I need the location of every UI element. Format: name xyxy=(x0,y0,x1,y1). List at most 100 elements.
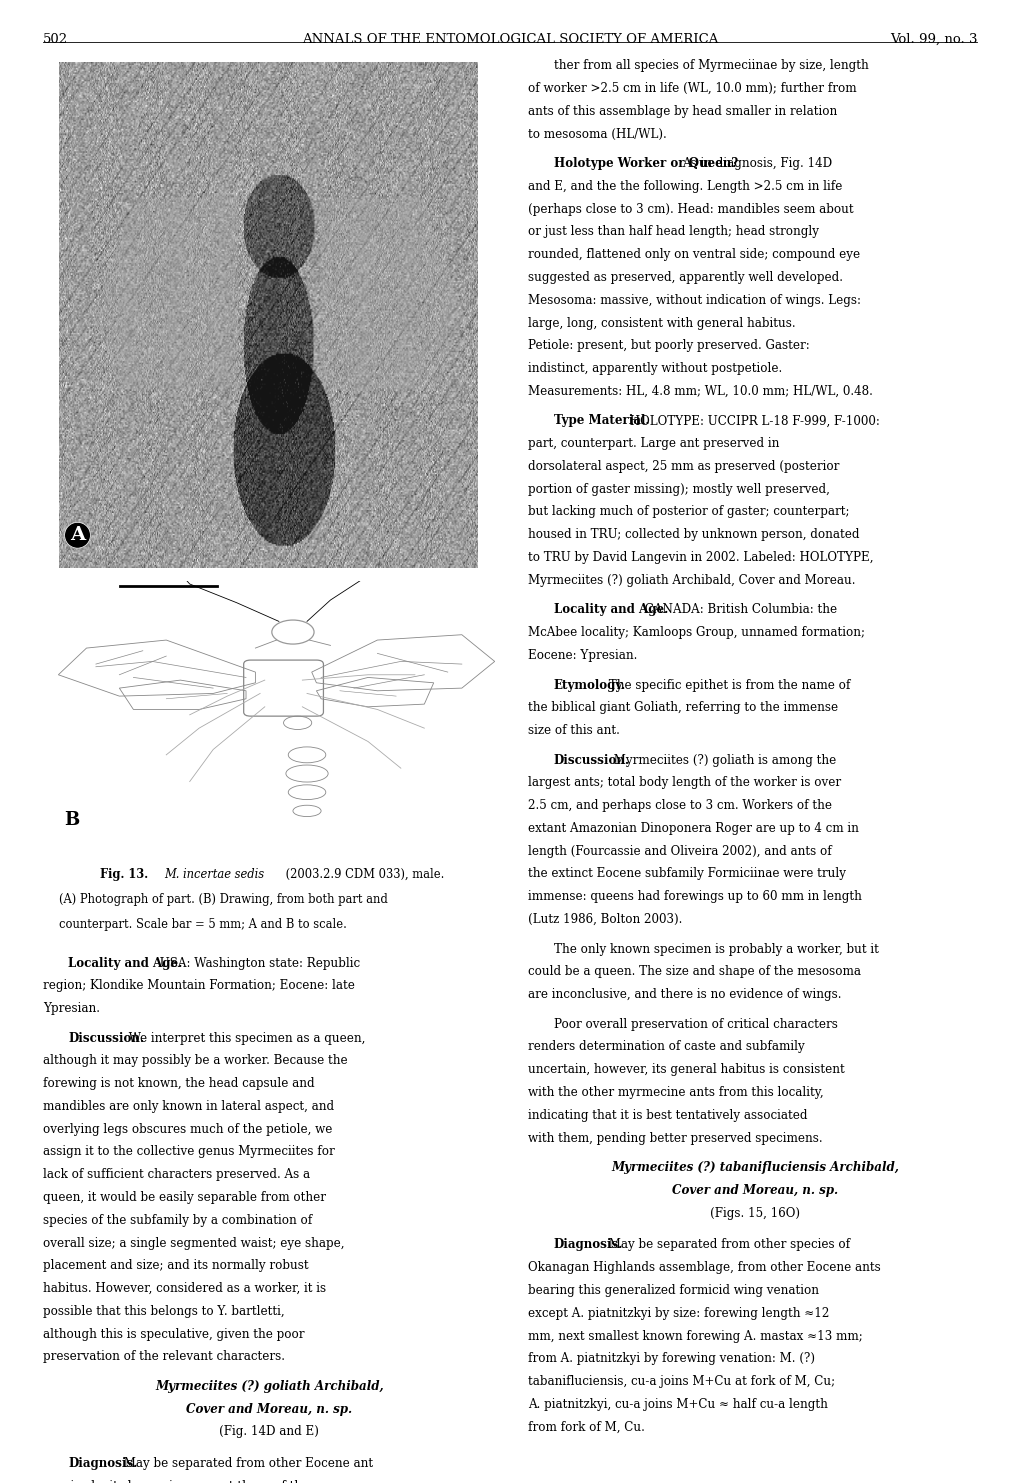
Text: ants of this assemblage by head smaller in relation: ants of this assemblage by head smaller … xyxy=(528,105,837,117)
Text: Cover and Moreau, n. sp.: Cover and Moreau, n. sp. xyxy=(186,1403,352,1416)
Text: Etymology.: Etymology. xyxy=(553,679,626,691)
Text: portion of gaster missing); mostly well preserved,: portion of gaster missing); mostly well … xyxy=(528,483,829,495)
Text: are inconclusive, and there is no evidence of wings.: are inconclusive, and there is no eviden… xyxy=(528,988,841,1001)
Text: Myrmeciites (?) goliath is among the: Myrmeciites (?) goliath is among the xyxy=(609,753,836,767)
Text: Locality and Age.: Locality and Age. xyxy=(553,604,667,617)
Text: forewing is not known, the head capsule and: forewing is not known, the head capsule … xyxy=(43,1077,314,1090)
Text: Discussion.: Discussion. xyxy=(68,1032,145,1044)
Text: with them, pending better preserved specimens.: with them, pending better preserved spec… xyxy=(528,1132,822,1145)
Text: Okanagan Highlands assemblage, from other Eocene ants: Okanagan Highlands assemblage, from othe… xyxy=(528,1261,880,1274)
Text: could be a queen. The size and shape of the mesosoma: could be a queen. The size and shape of … xyxy=(528,965,860,979)
Text: Petiole: present, but poorly preserved. Gaster:: Petiole: present, but poorly preserved. … xyxy=(528,340,809,353)
Text: ANNALS OF THE ENTOMOLOGICAL SOCIETY OF AMERICA: ANNALS OF THE ENTOMOLOGICAL SOCIETY OF A… xyxy=(302,33,717,46)
Text: although it may possibly be a worker. Because the: although it may possibly be a worker. Be… xyxy=(43,1054,347,1068)
Text: HOLOTYPE: UCCIPR L-18 F-999, F-1000:: HOLOTYPE: UCCIPR L-18 F-999, F-1000: xyxy=(625,414,878,427)
Text: except A. piatnitzkyi by size: forewing length ≈12: except A. piatnitzkyi by size: forewing … xyxy=(528,1307,828,1320)
Text: with the other myrmecine ants from this locality,: with the other myrmecine ants from this … xyxy=(528,1086,823,1099)
Text: or just less than half head length; head strongly: or just less than half head length; head… xyxy=(528,225,818,239)
Text: placement and size; and its normally robust: placement and size; and its normally rob… xyxy=(43,1259,308,1272)
Text: Eocene: Ypresian.: Eocene: Ypresian. xyxy=(528,650,637,661)
Text: lack of sufficient characters preserved. As a: lack of sufficient characters preserved.… xyxy=(43,1169,310,1182)
Text: extant Amazonian Dinoponera Roger are up to 4 cm in: extant Amazonian Dinoponera Roger are up… xyxy=(528,822,858,835)
Text: indicating that it is best tentatively associated: indicating that it is best tentatively a… xyxy=(528,1109,807,1121)
Text: length (Fourcassie and Oliveira 2002), and ants of: length (Fourcassie and Oliveira 2002), a… xyxy=(528,845,832,857)
Text: Mesosoma: massive, without indication of wings. Legs:: Mesosoma: massive, without indication of… xyxy=(528,294,860,307)
Text: renders determination of caste and subfamily: renders determination of caste and subfa… xyxy=(528,1041,804,1053)
Text: Diagnosis.: Diagnosis. xyxy=(68,1458,138,1470)
Text: Myrmeciites (?) goliath Archibald, Cover and Moreau.: Myrmeciites (?) goliath Archibald, Cover… xyxy=(528,574,855,587)
Text: May be separated from other Eocene ant: May be separated from other Eocene ant xyxy=(119,1458,372,1470)
Text: overall size; a single segmented waist; eye shape,: overall size; a single segmented waist; … xyxy=(43,1237,344,1250)
Text: Measurements: HL, 4.8 mm; WL, 10.0 mm; HL/WL, 0.48.: Measurements: HL, 4.8 mm; WL, 10.0 mm; H… xyxy=(528,386,872,397)
Text: B: B xyxy=(64,811,79,829)
Text: assign it to the collective genus Myrmeciites for: assign it to the collective genus Myrmec… xyxy=(43,1145,334,1158)
Text: the biblical giant Goliath, referring to the immense: the biblical giant Goliath, referring to… xyxy=(528,701,838,715)
Text: indistinct, apparently without postpetiole.: indistinct, apparently without postpetio… xyxy=(528,362,782,375)
Text: Myrmeciites (?) tabanifluciensis Archibald,: Myrmeciites (?) tabanifluciensis Archiba… xyxy=(610,1161,898,1175)
Text: immense: queens had forewings up to 60 mm in length: immense: queens had forewings up to 60 m… xyxy=(528,890,861,903)
Text: (Figs. 15, 16O): (Figs. 15, 16O) xyxy=(709,1207,799,1219)
Text: queen, it would be easily separable from other: queen, it would be easily separable from… xyxy=(43,1191,325,1204)
Text: dorsolateral aspect, 25 mm as preserved (posterior: dorsolateral aspect, 25 mm as preserved … xyxy=(528,460,839,473)
Text: Vol. 99, no. 3: Vol. 99, no. 3 xyxy=(889,33,976,46)
Text: although this is speculative, given the poor: although this is speculative, given the … xyxy=(43,1327,304,1341)
Text: but lacking much of posterior of gaster; counterpart;: but lacking much of posterior of gaster;… xyxy=(528,506,849,519)
Text: possible that this belongs to Y. bartletti,: possible that this belongs to Y. bartlet… xyxy=(43,1305,284,1318)
Text: tabanifluciensis, cu-a joins M+Cu at fork of M, Cu;: tabanifluciensis, cu-a joins M+Cu at for… xyxy=(528,1375,835,1388)
Text: Type Material.: Type Material. xyxy=(553,414,649,427)
Text: Ypresian.: Ypresian. xyxy=(43,1003,100,1014)
Text: bearing this generalized formicid wing venation: bearing this generalized formicid wing v… xyxy=(528,1284,818,1298)
Text: Diagnosis.: Diagnosis. xyxy=(553,1238,623,1252)
Text: (perhaps close to 3 cm). Head: mandibles seem about: (perhaps close to 3 cm). Head: mandibles… xyxy=(528,203,853,215)
Text: The only known specimen is probably a worker, but it: The only known specimen is probably a wo… xyxy=(553,943,878,955)
Text: CANADA: British Columbia: the: CANADA: British Columbia: the xyxy=(641,604,837,617)
Text: largest ants; total body length of the worker is over: largest ants; total body length of the w… xyxy=(528,777,841,789)
Text: of worker >2.5 cm in life (WL, 10.0 mm); further from: of worker >2.5 cm in life (WL, 10.0 mm);… xyxy=(528,82,856,95)
Text: the extinct Eocene subfamily Formiciinae were truly: the extinct Eocene subfamily Formiciinae… xyxy=(528,868,846,881)
Text: species of the subfamily by a combination of: species of the subfamily by a combinatio… xyxy=(43,1213,312,1226)
Text: A. piatnitzkyi, cu-a joins M+Cu ≈ half cu-a length: A. piatnitzkyi, cu-a joins M+Cu ≈ half c… xyxy=(528,1398,827,1410)
Text: May be separated from other species of: May be separated from other species of xyxy=(604,1238,850,1252)
Text: 2.5 cm, and perhaps close to 3 cm. Workers of the: 2.5 cm, and perhaps close to 3 cm. Worke… xyxy=(528,799,832,813)
Text: Holotype Worker or Queen?: Holotype Worker or Queen? xyxy=(553,157,738,171)
Text: (A) Photograph of part. (B) Drawing, from both part and: (A) Photograph of part. (B) Drawing, fro… xyxy=(59,893,387,906)
Text: (Lutz 1986, Bolton 2003).: (Lutz 1986, Bolton 2003). xyxy=(528,914,682,925)
Text: housed in TRU; collected by unknown person, donated: housed in TRU; collected by unknown pers… xyxy=(528,528,859,541)
Text: As in diagnosis, Fig. 14D: As in diagnosis, Fig. 14D xyxy=(682,157,832,171)
Text: region; Klondike Mountain Formation; Eocene: late: region; Klondike Mountain Formation; Eoc… xyxy=(43,979,355,992)
Text: mandibles are only known in lateral aspect, and: mandibles are only known in lateral aspe… xyxy=(43,1100,333,1112)
Text: overlying legs obscures much of the petiole, we: overlying legs obscures much of the peti… xyxy=(43,1123,332,1136)
Text: Fig. 13.: Fig. 13. xyxy=(100,868,148,881)
Text: mm, next smallest known forewing A. mastax ≈13 mm;: mm, next smallest known forewing A. mast… xyxy=(528,1330,862,1342)
Text: The specific epithet is from the name of: The specific epithet is from the name of xyxy=(604,679,850,691)
Text: USA: Washington state: Republic: USA: Washington state: Republic xyxy=(156,957,360,970)
Text: uncertain, however, its general habitus is consistent: uncertain, however, its general habitus … xyxy=(528,1063,845,1077)
Text: large, long, consistent with general habitus.: large, long, consistent with general hab… xyxy=(528,316,795,329)
Text: ther from all species of Myrmeciinae by size, length: ther from all species of Myrmeciinae by … xyxy=(553,59,868,73)
Text: from fork of M, Cu.: from fork of M, Cu. xyxy=(528,1421,645,1434)
Text: preservation of the relevant characters.: preservation of the relevant characters. xyxy=(43,1351,284,1363)
Text: Locality and Age.: Locality and Age. xyxy=(68,957,182,970)
Text: size of this ant.: size of this ant. xyxy=(528,724,620,737)
Text: to TRU by David Langevin in 2002. Labeled: HOLOTYPE,: to TRU by David Langevin in 2002. Labele… xyxy=(528,552,873,564)
Text: and E, and the the following. Length >2.5 cm in life: and E, and the the following. Length >2.… xyxy=(528,179,842,193)
Text: counterpart. Scale bar = 5 mm; A and B to scale.: counterpart. Scale bar = 5 mm; A and B t… xyxy=(59,918,346,931)
Text: to mesosoma (HL/WL).: to mesosoma (HL/WL). xyxy=(528,128,666,141)
Text: Discussion.: Discussion. xyxy=(553,753,630,767)
Text: rounded, flattened only on ventral side; compound eye: rounded, flattened only on ventral side;… xyxy=(528,248,860,261)
Text: part, counterpart. Large ant preserved in: part, counterpart. Large ant preserved i… xyxy=(528,437,779,451)
Text: McAbee locality; Kamloops Group, unnamed formation;: McAbee locality; Kamloops Group, unnamed… xyxy=(528,626,864,639)
Text: suggested as preserved, apparently well developed.: suggested as preserved, apparently well … xyxy=(528,271,843,285)
Text: Poor overall preservation of critical characters: Poor overall preservation of critical ch… xyxy=(553,1017,837,1031)
Text: (2003.2.9 CDM 033), male.: (2003.2.9 CDM 033), male. xyxy=(281,868,443,881)
Text: Cover and Moreau, n. sp.: Cover and Moreau, n. sp. xyxy=(672,1183,837,1197)
Text: habitus. However, considered as a worker, it is: habitus. However, considered as a worker… xyxy=(43,1283,326,1295)
Text: Myrmeciites (?) goliath Archibald,: Myrmeciites (?) goliath Archibald, xyxy=(155,1381,383,1393)
Text: We interpret this specimen as a queen,: We interpret this specimen as a queen, xyxy=(124,1032,365,1044)
Text: (Fig. 14D and E): (Fig. 14D and E) xyxy=(219,1425,319,1439)
Text: species by its large size, except those of the: species by its large size, except those … xyxy=(43,1480,309,1483)
Text: A: A xyxy=(70,526,85,544)
Text: from A. piatnitzkyi by forewing venation: M. (?): from A. piatnitzkyi by forewing venation… xyxy=(528,1352,814,1366)
Text: M. incertae sedis: M. incertae sedis xyxy=(164,868,264,881)
Text: 502: 502 xyxy=(43,33,68,46)
